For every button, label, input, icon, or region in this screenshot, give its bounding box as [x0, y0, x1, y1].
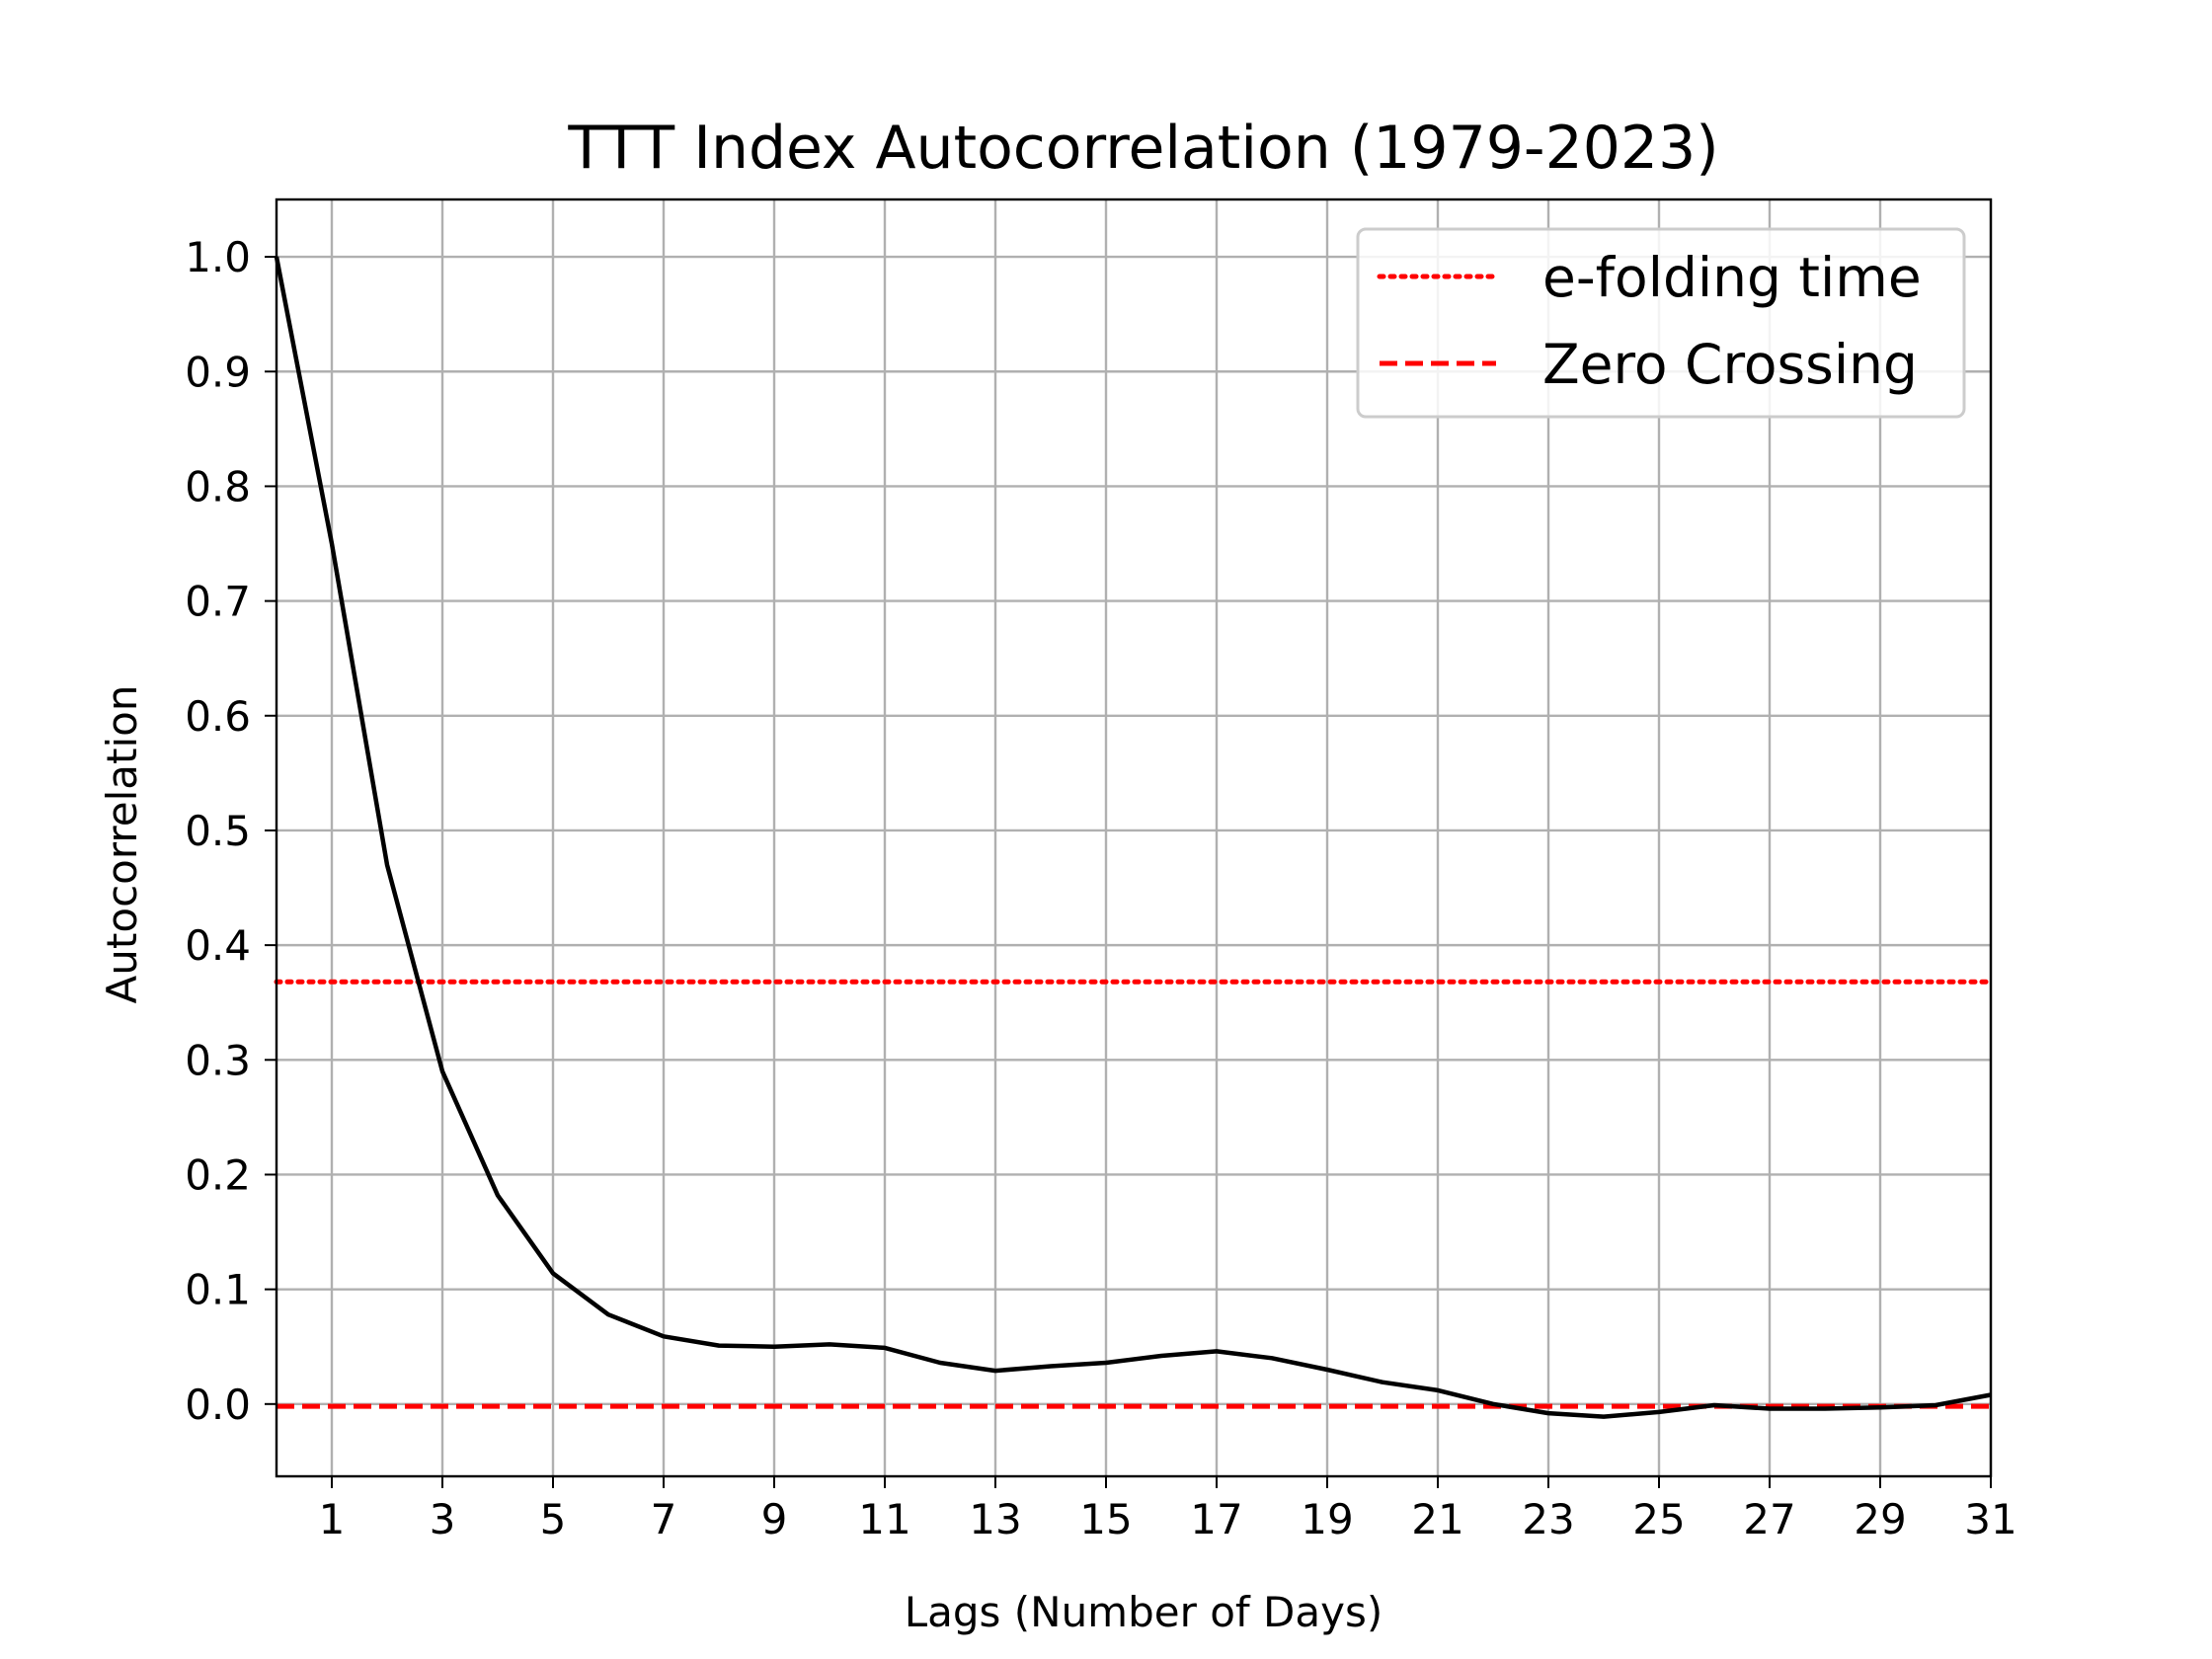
x-tick-label: 1 [319, 1495, 346, 1543]
chart-title: TTT Index Autocorrelation (1979-2023) [567, 114, 1718, 183]
y-tick-label: 0.3 [185, 1036, 251, 1084]
y-tick-label: 0.9 [185, 348, 251, 396]
plot-area: 1 3 5 7 9 11 13 15 17 19 21 23 25 27 29 310.00.10.20.30… [185, 198, 2017, 1543]
x-tick-label: 29 [1854, 1495, 1906, 1543]
x-tick-label: 27 [1743, 1495, 1795, 1543]
y-tick-label: 0.7 [185, 578, 251, 626]
x-tick-label: 19 [1301, 1495, 1353, 1543]
x-tick-label: 3 [430, 1495, 456, 1543]
x-tick-label: 31 [1964, 1495, 2016, 1543]
x-axis-label: Lags (Number of Days) [905, 1588, 1383, 1636]
x-tick-label: 13 [969, 1495, 1021, 1543]
y-axis-label: Autocorrelation [98, 685, 146, 1004]
autocorrelation-series-line [274, 256, 1992, 1419]
x-tick-label: 11 [858, 1495, 910, 1543]
y-tick-label: 0.1 [185, 1266, 251, 1314]
x-tick-label: 7 [651, 1495, 677, 1543]
x-tick-label: 5 [540, 1495, 567, 1543]
y-tick-label: 0.2 [185, 1150, 251, 1199]
x-tick-label: 23 [1522, 1495, 1574, 1543]
axes-frame [275, 198, 1993, 1478]
y-tick-label: 0.8 [185, 462, 251, 511]
x-tick-label: 9 [761, 1495, 788, 1543]
x-tick-label: 17 [1190, 1495, 1242, 1543]
y-tick-label: 1.0 [185, 233, 251, 281]
x-tick-label: 15 [1079, 1495, 1132, 1543]
y-tick-label: 0.0 [185, 1381, 251, 1429]
legend-label-e-folding: e-folding time [1542, 246, 1922, 309]
legend-box [1356, 227, 1966, 419]
x-tick-label: 25 [1632, 1495, 1685, 1543]
y-tick-label: 0.5 [185, 807, 251, 855]
x-tick-label: 21 [1411, 1495, 1463, 1543]
y-tick-label: 0.4 [185, 921, 251, 970]
legend-label-zero-crossing: Zero Crossing [1542, 333, 1918, 396]
y-tick-label: 0.6 [185, 692, 251, 741]
